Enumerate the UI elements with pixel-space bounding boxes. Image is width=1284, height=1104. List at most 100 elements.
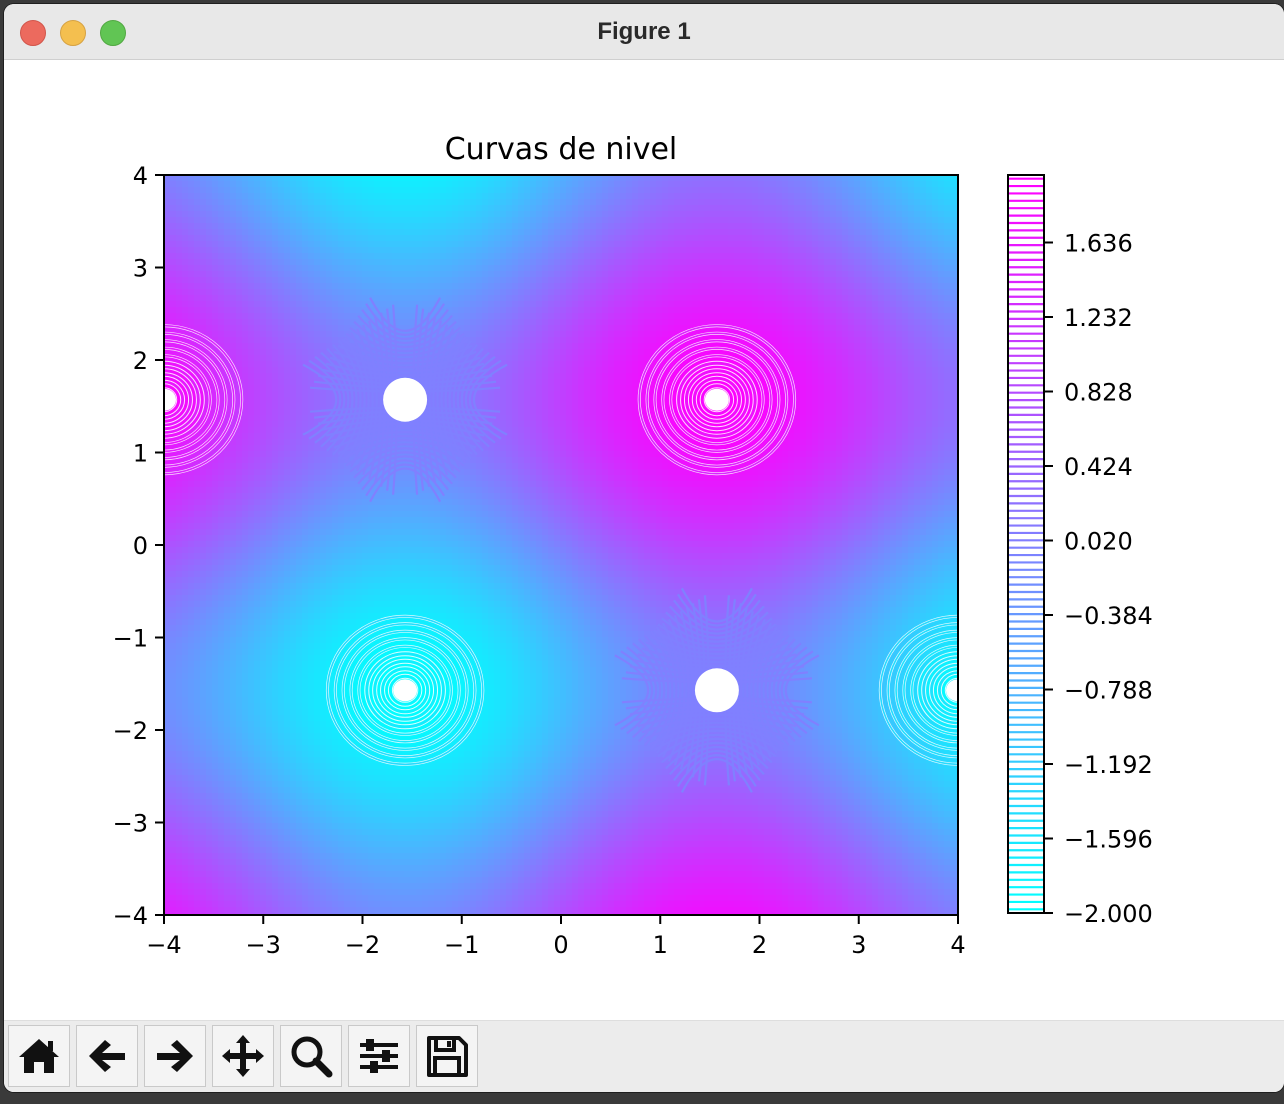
contour-cell: [656, 313, 663, 320]
contour-cell: [890, 253, 897, 260]
contour-cell: [620, 199, 627, 206]
figure-canvas[interactable]: Curvas de nivel −4 −3 −2 −1 0 1 2 3 4 −4 −3 −2 −1 0 1…: [4, 60, 1284, 1020]
contour-cell: [308, 361, 315, 368]
close-button[interactable]: [20, 20, 46, 46]
contour-cell: [866, 337, 873, 344]
contour-cell: [710, 325, 717, 332]
minimize-button[interactable]: [60, 20, 86, 46]
contour-cell: [500, 301, 507, 308]
contour-cell: [542, 259, 549, 266]
contour-cell: [590, 289, 597, 296]
contour-cell: [584, 235, 591, 242]
contour-cell: [284, 289, 291, 296]
contour-cell: [818, 361, 825, 368]
contour-cell: [224, 265, 231, 272]
contour-cell: [920, 379, 927, 386]
contour-cell: [722, 301, 729, 308]
contour-cell: [860, 277, 867, 284]
contour-cell: [320, 265, 327, 272]
contour-cell: [752, 277, 759, 284]
contour-cell: [776, 277, 783, 284]
contour-cell: [680, 373, 687, 380]
contour-cell: [836, 193, 843, 200]
title-bar[interactable]: Figure 1: [4, 4, 1284, 60]
contour-cell: [842, 373, 849, 380]
contour-cell: [302, 229, 309, 236]
contour-cell: [266, 277, 273, 284]
contour-cell: [434, 253, 441, 260]
contour-cell: [794, 373, 801, 380]
contour-cell: [164, 187, 171, 194]
contour-cell: [848, 349, 855, 356]
contour-cell: [356, 193, 363, 200]
contour-cell: [416, 199, 423, 206]
contour-cell: [290, 373, 297, 380]
contour-cell: [656, 175, 663, 182]
contour-cell: [794, 265, 801, 272]
contour-cell: [404, 253, 411, 260]
contour-cell: [188, 223, 195, 230]
contour-cell: [284, 253, 291, 260]
contour-cell: [824, 229, 831, 236]
contour-cell: [218, 193, 225, 200]
contour-cell: [728, 259, 735, 266]
contour-cell: [266, 235, 273, 242]
contour-cell: [944, 289, 951, 296]
contour-cell: [338, 379, 345, 386]
contour-cell: [656, 259, 663, 266]
contour-cell: [728, 289, 735, 296]
contour-cell: [902, 175, 909, 182]
contour-cell: [806, 253, 813, 260]
maximize-button[interactable]: [100, 20, 126, 46]
contour-cell: [560, 331, 567, 338]
contour-cell: [854, 307, 861, 314]
contour-cell: [668, 343, 675, 350]
contour-cell: [674, 337, 681, 344]
contour-cell: [836, 265, 843, 272]
contour-cell: [380, 199, 387, 206]
contour-cell: [536, 217, 543, 224]
contour-cell: [854, 367, 861, 374]
contour-cell: [182, 253, 189, 260]
contour-cell: [224, 187, 231, 194]
contour-cell: [236, 235, 243, 242]
contour-cell: [428, 295, 435, 302]
contour-cell: [284, 229, 291, 236]
contour-cell: [212, 295, 219, 302]
contour-cell: [530, 295, 537, 302]
contour-cell: [446, 241, 453, 248]
contour-cell: [938, 235, 945, 242]
contour-cell: [956, 361, 958, 368]
contour-cell: [854, 181, 861, 188]
contour-cell: [470, 241, 477, 248]
contour-cell: [278, 391, 285, 398]
contour-cell: [434, 349, 441, 356]
contour-cell: [194, 325, 201, 332]
contour-cell: [428, 187, 435, 194]
contour-cell: [530, 379, 537, 386]
contour-cell: [242, 193, 249, 200]
contour-cell: [596, 283, 603, 290]
contour-cell: [560, 319, 567, 326]
contour-cell: [908, 343, 915, 350]
contour-cell: [758, 301, 765, 308]
contour-cell: [644, 265, 651, 272]
contour-cell: [218, 247, 225, 254]
contour-cell: [320, 181, 327, 188]
contour-cell: [626, 331, 633, 338]
contour-cell: [818, 313, 825, 320]
contour-cell: [230, 289, 237, 296]
contour-cell: [326, 247, 333, 254]
contour-cell: [290, 199, 297, 206]
contour-cell: [596, 265, 603, 272]
contour-cell: [356, 265, 363, 272]
contour-cell: [236, 295, 243, 302]
contour-cell: [764, 205, 771, 212]
contour-cell: [326, 217, 333, 224]
contour-cell: [332, 313, 339, 320]
contour-cell: [938, 307, 945, 314]
contour-cell: [560, 241, 567, 248]
contour-cell: [230, 283, 237, 290]
contour-cell: [164, 205, 171, 212]
contour-cell: [776, 235, 783, 242]
